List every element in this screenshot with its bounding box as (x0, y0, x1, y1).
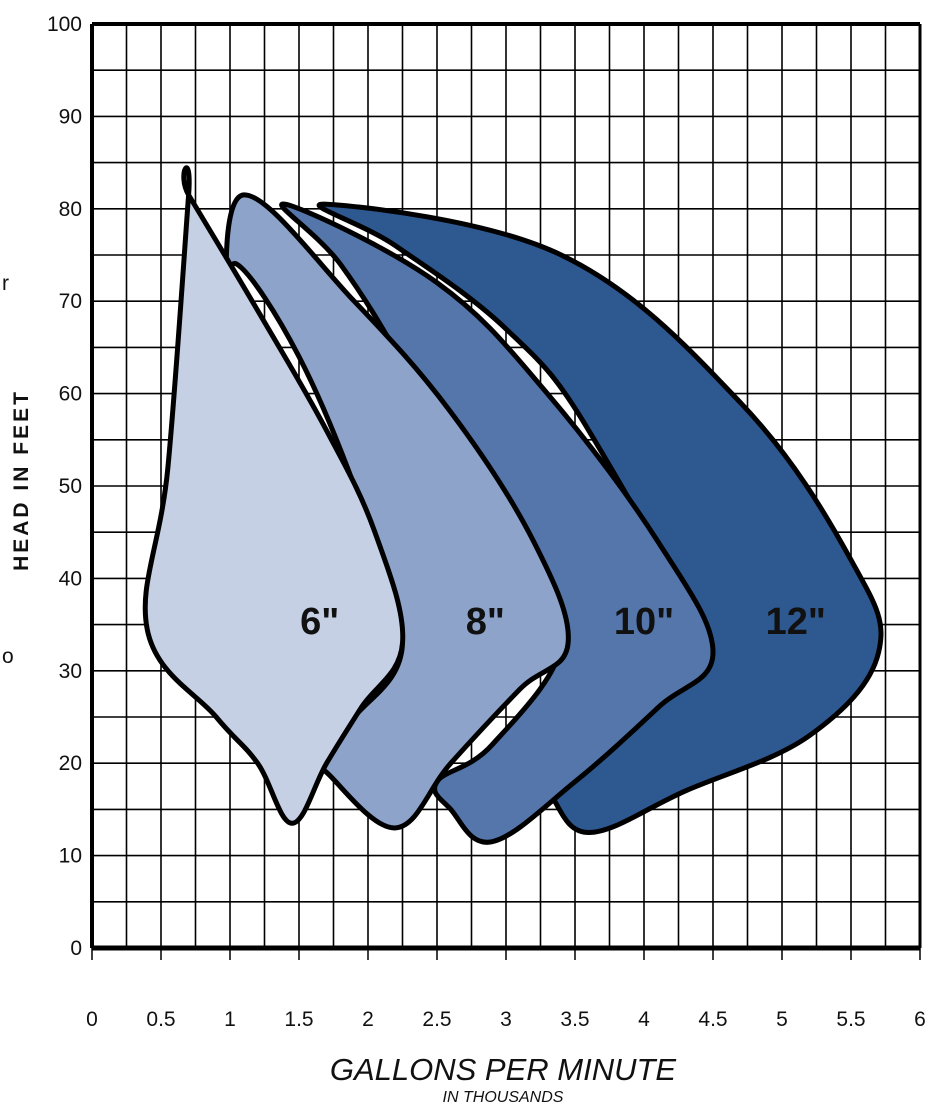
x-tick-label: 2.5 (422, 1008, 451, 1031)
x-tick-label: 4 (638, 1008, 650, 1031)
y-tick-label: 0 (70, 937, 82, 960)
y-tick-label: 60 (59, 383, 82, 406)
x-tick-label: 4.5 (698, 1008, 727, 1031)
x-tick-label: 5 (776, 1008, 788, 1031)
region-labels: 12" 10" 8" 6" (300, 601, 826, 643)
y-tick-label: 30 (59, 660, 82, 683)
y-tick-label: 40 (59, 567, 82, 590)
region-label-6-inch: 6" (300, 601, 339, 643)
left-text-fragment: o (2, 645, 14, 668)
y-tick-label: 70 (59, 290, 82, 313)
y-tick-label: 100 (47, 13, 82, 36)
x-tick-labels: 0 0.5 1 1.5 2 2.5 3 3.5 4 4.5 5 5.5 6 (86, 948, 926, 1031)
region-label-12-inch: 12" (766, 601, 826, 643)
x-tick-label: 3.5 (560, 1008, 589, 1031)
y-tick-label: 20 (59, 752, 82, 775)
region-8-inch (222, 192, 571, 831)
y-axis-label: HEAD IN FEET (10, 389, 33, 571)
x-tick-label: 1 (224, 1008, 236, 1031)
x-axis-sublabel: IN THOUSANDS (443, 1089, 564, 1106)
left-text-fragment: r (2, 272, 9, 295)
x-axis-label: GALLONS PER MINUTE (330, 1052, 677, 1087)
x-tick-label: 6 (914, 1008, 926, 1031)
x-tick-label: 0.5 (146, 1008, 175, 1031)
x-tick-label: 3 (500, 1008, 512, 1031)
region-12-inch (316, 201, 884, 835)
y-tick-label: 80 (59, 198, 82, 221)
y-tick-labels: 0 10 20 30 40 50 60 70 80 90 100 (47, 13, 82, 960)
y-tick-label: 10 (59, 845, 82, 868)
x-tick-label: 5.5 (836, 1008, 865, 1031)
x-tick-label: 2 (362, 1008, 374, 1031)
y-tick-label: 90 (59, 105, 82, 128)
region-6-inch (142, 165, 406, 826)
region-label-8-inch: 8" (466, 601, 505, 643)
x-tick-label: 0 (86, 1008, 98, 1031)
x-tick-label: 1.5 (284, 1008, 313, 1031)
y-tick-label: 50 (59, 475, 82, 498)
region-label-10-inch: 10" (614, 601, 674, 643)
pump-regions (142, 165, 884, 845)
